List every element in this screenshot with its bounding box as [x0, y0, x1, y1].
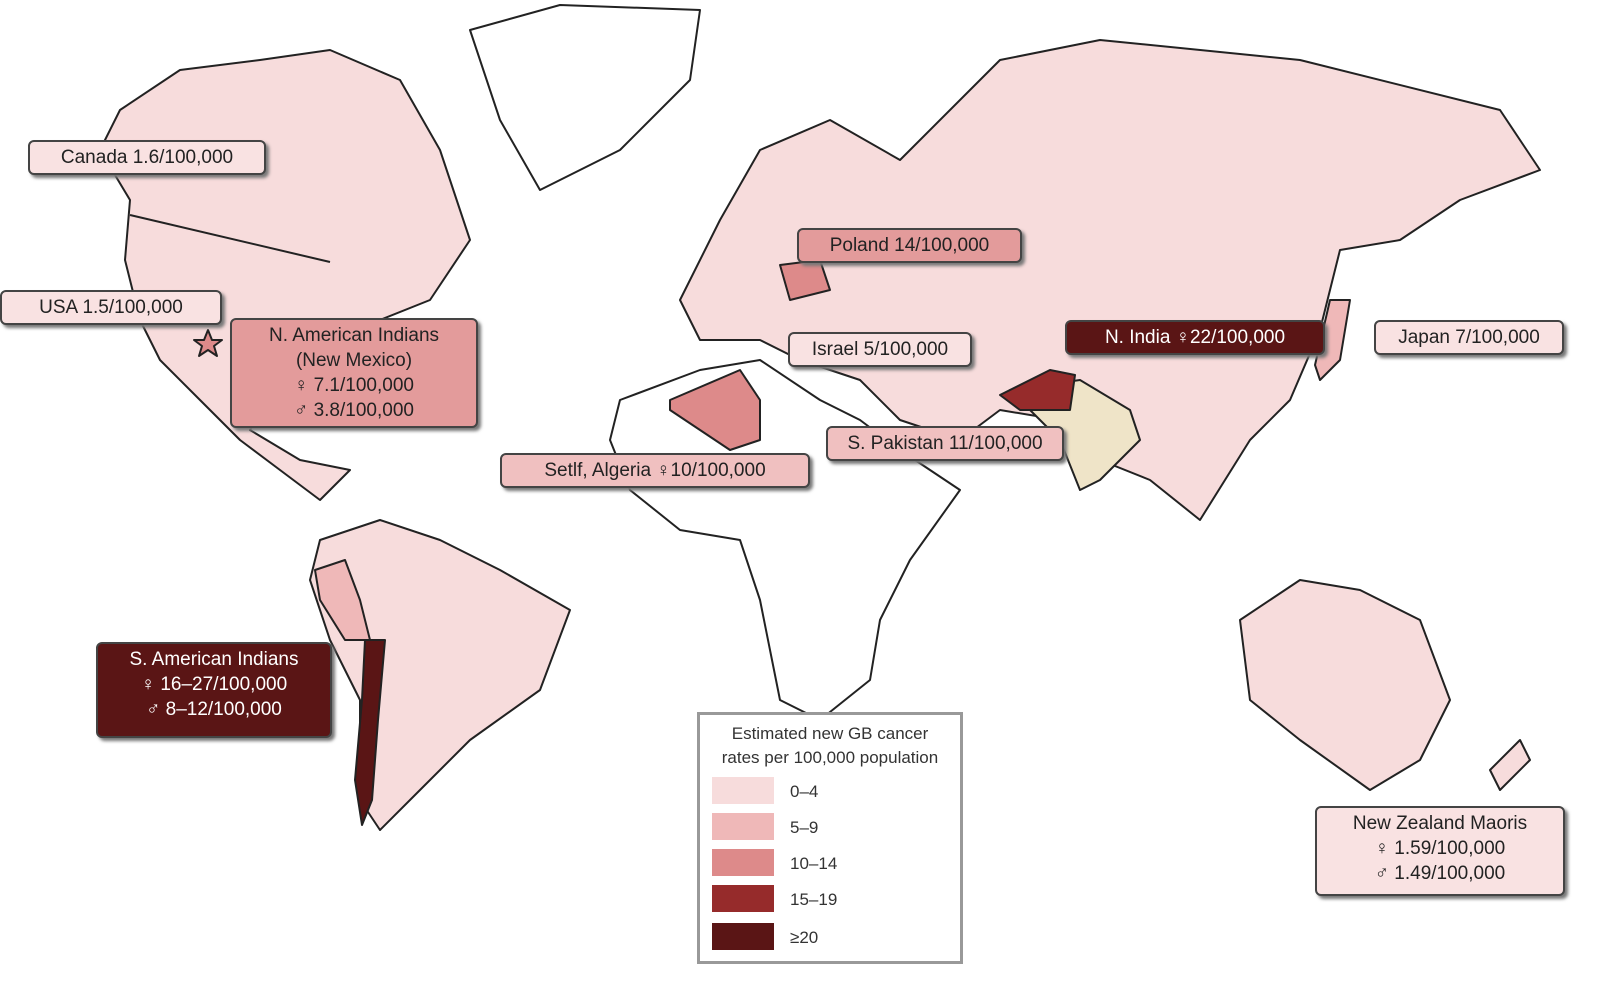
south-america	[309, 519, 571, 831]
eurasia	[679, 39, 1541, 521]
label-box: Setlf, Algeria ♀10/100,000	[500, 453, 810, 488]
label: ♂ 3.8/100,000	[294, 400, 414, 421]
label-box: Poland 14/100,000	[797, 228, 1022, 263]
legend-swatch	[712, 813, 774, 840]
australia	[1239, 579, 1451, 791]
legend-swatch	[712, 849, 774, 876]
new-zealand	[1489, 739, 1531, 791]
label: ♂ 8–12/100,000	[146, 699, 282, 720]
label: Canada 1.6/100,000	[60, 147, 234, 168]
legend-label: 15–19	[790, 890, 837, 909]
label: Japan 7/100,000	[1398, 327, 1540, 348]
label: N. American Indians	[268, 325, 440, 346]
label-box: Canada 1.6/100,000	[28, 140, 266, 175]
legend-swatch	[712, 777, 774, 804]
label-box: Israel 5/100,000	[788, 332, 972, 367]
legend: Estimated new GB cancer rates per 100,00…	[697, 712, 963, 964]
label: New Zealand Maoris	[1352, 813, 1528, 834]
legend-swatch	[712, 923, 774, 950]
label-box: N. India ♀22/100,000	[1065, 320, 1325, 355]
label-box: Japan 7/100,000	[1374, 320, 1564, 355]
label-box: New Zealand Maoris ♀ 1.59/100,000 ♂ 1.49…	[1315, 806, 1565, 896]
label: N. India ♀22/100,000	[1104, 327, 1286, 348]
legend-label: 10–14	[790, 854, 837, 873]
label-box: USA 1.5/100,000	[0, 290, 222, 325]
label: Poland 14/100,000	[829, 235, 990, 256]
legend-label: ≥20	[790, 928, 818, 947]
star	[193, 329, 223, 357]
border	[129, 214, 331, 263]
label: USA 1.5/100,000	[39, 297, 183, 318]
algeria	[669, 369, 761, 451]
north-america	[99, 49, 471, 501]
legend-label: 0–4	[790, 782, 818, 801]
label-box: S. American Indians ♀ 16–27/100,000 ♂ 8–…	[96, 642, 332, 738]
label: ♂ 1.49/100,000	[1374, 863, 1506, 884]
legend-label: 5–9	[790, 818, 818, 837]
label: ♀ 7.1/100,000	[294, 375, 414, 396]
chile	[354, 639, 386, 826]
label: S. Pakistan 11/100,000	[847, 433, 1043, 454]
label: Israel 5/100,000	[811, 339, 949, 360]
legend-title: rates per 100,000 population	[722, 748, 938, 767]
greenland	[469, 4, 701, 191]
label-box: S. Pakistan 11/100,000	[826, 426, 1064, 461]
label: (New Mexico)	[295, 350, 413, 371]
pakistan	[999, 369, 1076, 411]
legend-svg: Estimated new GB cancer rates per 100,00…	[712, 724, 938, 950]
label: S. American Indians	[129, 649, 299, 670]
label-box: N. American Indians (New Mexico) ♀ 7.1/1…	[230, 318, 478, 428]
legend-swatch	[712, 885, 774, 912]
label: ♀ 1.59/100,000	[1374, 838, 1506, 859]
label: Setlf, Algeria ♀10/100,000	[544, 460, 766, 481]
label: ♀ 16–27/100,000	[140, 674, 288, 695]
legend-title: Estimated new GB cancer	[732, 724, 929, 743]
